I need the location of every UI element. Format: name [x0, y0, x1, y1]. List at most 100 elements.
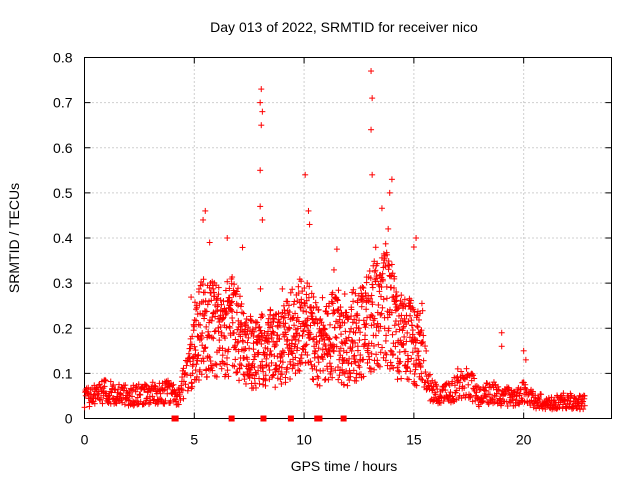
data-point — [130, 402, 137, 409]
data-point — [360, 373, 367, 380]
data-point — [391, 275, 398, 282]
data-point — [286, 309, 293, 316]
data-point — [411, 370, 418, 377]
data-point — [242, 345, 249, 352]
data-point — [404, 365, 411, 372]
data-point — [228, 299, 235, 306]
data-point — [149, 379, 156, 386]
data-point — [222, 311, 229, 318]
data-point — [379, 270, 386, 277]
data-point — [341, 290, 348, 297]
data-point — [189, 333, 196, 340]
data-point — [200, 276, 207, 283]
data-point — [197, 322, 204, 329]
data-point — [581, 392, 588, 399]
data-point — [309, 375, 316, 382]
data-point — [382, 263, 389, 270]
data-point — [410, 306, 417, 313]
data-point — [332, 334, 339, 341]
data-point — [140, 401, 147, 408]
data-point — [308, 309, 315, 316]
data-point — [282, 320, 289, 327]
data-point — [258, 122, 265, 129]
data-point — [404, 329, 411, 336]
data-point — [278, 364, 285, 371]
data-point — [179, 374, 186, 381]
data-point — [394, 355, 401, 362]
data-point — [250, 356, 257, 363]
data-point — [268, 351, 275, 358]
gap-markers — [171, 415, 347, 422]
data-point — [269, 315, 276, 322]
data-point — [447, 389, 454, 396]
data-point — [378, 205, 385, 212]
data-point — [285, 351, 292, 358]
data-point — [129, 393, 136, 400]
data-point — [368, 68, 375, 75]
data-point — [362, 324, 369, 331]
data-point — [354, 347, 361, 354]
data-point — [244, 356, 251, 363]
y-tick-label: 0.8 — [53, 50, 73, 66]
data-point — [180, 365, 187, 372]
data-point — [84, 389, 91, 396]
data-point — [121, 401, 128, 408]
data-point — [338, 331, 345, 338]
data-point — [376, 288, 383, 295]
data-point — [180, 395, 187, 402]
data-point — [257, 327, 264, 334]
data-point — [396, 349, 403, 356]
data-point — [414, 337, 421, 344]
data-point — [369, 284, 376, 291]
data-point — [411, 309, 418, 316]
data-point — [307, 322, 314, 329]
data-point — [200, 216, 207, 223]
data-point — [378, 284, 385, 291]
data-point — [223, 354, 230, 361]
data-point — [575, 402, 582, 409]
data-point — [514, 400, 521, 407]
data-point — [396, 368, 403, 375]
data-point — [371, 258, 378, 265]
data-point — [238, 300, 245, 307]
y-tick-label: 0.7 — [53, 95, 73, 111]
data-point — [413, 382, 420, 389]
data-point — [326, 360, 333, 367]
data-point — [292, 310, 299, 317]
data-point — [382, 357, 389, 364]
data-point — [513, 397, 520, 404]
data-point — [229, 308, 236, 315]
data-point — [536, 396, 543, 403]
data-point — [473, 389, 480, 396]
data-point — [308, 361, 315, 368]
data-point — [256, 323, 263, 330]
data-point — [398, 375, 405, 382]
data-point — [102, 376, 109, 383]
data-point — [239, 338, 246, 345]
data-point — [184, 387, 191, 394]
data-point — [394, 364, 401, 371]
data-point — [392, 343, 399, 350]
data-point — [388, 261, 395, 268]
data-point — [233, 309, 240, 316]
data-point — [176, 391, 183, 398]
data-point — [387, 359, 394, 366]
data-point — [215, 284, 222, 291]
data-point — [319, 294, 326, 301]
data-point — [257, 203, 264, 210]
data-point — [269, 372, 276, 379]
data-point — [262, 377, 269, 384]
data-point — [270, 318, 277, 325]
data-point — [229, 274, 236, 281]
data-point — [231, 281, 238, 288]
data-point — [257, 285, 264, 292]
data-point — [504, 402, 511, 409]
data-point — [344, 382, 351, 389]
data-point — [313, 366, 320, 373]
data-point — [272, 384, 279, 391]
data-point — [244, 339, 251, 346]
data-point — [262, 382, 269, 389]
data-point — [361, 341, 368, 348]
gap-marker — [260, 415, 267, 422]
x-axis-label: GPS time / hours — [291, 458, 398, 474]
